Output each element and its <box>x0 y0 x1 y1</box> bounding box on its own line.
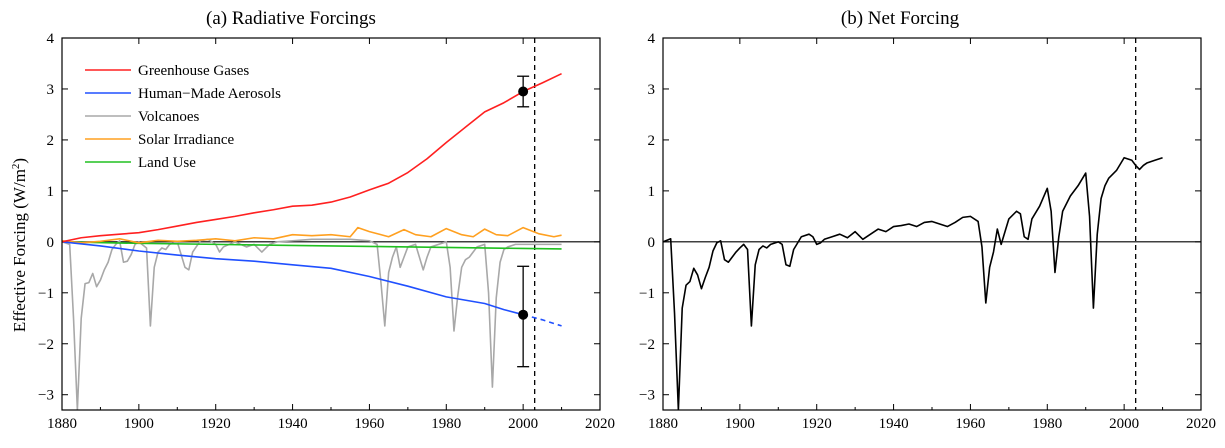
panel-a-series-human-made-aerosols <box>62 241 524 316</box>
panel-b-ytick-label: 3 <box>648 82 656 98</box>
panel-a-series-greenhouse-gases <box>62 72 562 243</box>
panel-net-forcing: (b) Net Forcing 1880 1900 1920 1940 1960 1980… <box>639 8 1216 432</box>
panel-b-ytick-label: 4 <box>648 31 656 47</box>
panel-a-series-human-made-aerosols-projection <box>522 313 562 327</box>
panel-b-xtick-label: 1920 <box>802 416 832 432</box>
panel-a-ytick-label: 0 <box>47 235 55 251</box>
legend-label-land-use: Land Use <box>138 155 196 171</box>
panel-b-series-net-forcing <box>663 156 1163 410</box>
panel-a-ytick-label: 2 <box>47 133 55 149</box>
panel-a-xtick-label: 1940 <box>278 416 308 432</box>
panel-b-xtick-label: 2000 <box>1109 416 1139 432</box>
panel-a-ytick-label: −2 <box>38 337 54 353</box>
legend-label-solar-irradiance: Solar Irradiance <box>138 132 235 148</box>
panel-b-ytick-label: −1 <box>639 286 655 302</box>
panel-a-ytick-label: 3 <box>47 82 55 98</box>
panel-b-xtick-label: 2020 <box>1186 416 1216 432</box>
panel-b-plot-area: 1880 1900 1920 1940 1960 1980 2000 2020 −3 −2 −1 0 1… <box>639 31 1216 432</box>
panel-a-xtick-label: 1920 <box>201 416 231 432</box>
panel-a-ytick-label: −1 <box>38 286 54 302</box>
panel-a-frame <box>61 37 601 411</box>
panel-a-xtick-label: 2000 <box>508 416 538 432</box>
panel-b-ytick-label: 2 <box>648 133 656 149</box>
panel-a-plot-area: 1880 1900 1920 1940 1960 1980 2000 2020 −3 −2 −1 0 1… <box>38 31 615 432</box>
panel-b-xtick-label: 1960 <box>955 416 985 432</box>
panel-a-ytick-label: −3 <box>38 388 54 404</box>
panel-a-ytick-label: 4 <box>47 31 55 47</box>
panel-a-xtick-label: 1880 <box>47 416 77 432</box>
panel-b-ytick-label: −2 <box>639 337 655 353</box>
panel-a-error-bar-point <box>518 309 529 320</box>
legend-label-human-made-aerosols: Human−Made Aerosols <box>138 86 281 102</box>
panel-b-xtick-label: 1980 <box>1032 416 1062 432</box>
panel-b-xtick-label: 1900 <box>725 416 755 432</box>
panel-b-ytick-label: 1 <box>648 184 656 200</box>
panel-a-ytick-label: 1 <box>47 184 55 200</box>
panel-b-xtick-label: 1940 <box>879 416 909 432</box>
panel-b-ytick-label: 0 <box>648 235 656 251</box>
panel-radiative-forcings: (a) Radiative Forcings Effective Forcing… <box>10 8 615 432</box>
legend-label-greenhouse-gases: Greenhouse Gases <box>138 63 249 79</box>
panel-b-ytick-label: −3 <box>639 388 655 404</box>
panel-a-series-land-use <box>62 241 562 250</box>
panel-b-title: (b) Net Forcing <box>841 8 960 29</box>
panel-a-ylabel: Effective Forcing (W/m2) <box>10 158 29 332</box>
panel-a-xtick-label: 1960 <box>354 416 384 432</box>
panel-a-series-solar-irradiance <box>62 226 562 244</box>
panel-b-frame <box>662 37 1202 411</box>
panel-a-error-bar-point <box>518 86 529 97</box>
panel-a-xtick-label: 2020 <box>585 416 615 432</box>
panel-a-xtick-label: 1900 <box>124 416 154 432</box>
panel-a-legend: Greenhouse Gases Human−Made Aerosols Volca… <box>85 63 281 171</box>
panel-a-xtick-label: 1980 <box>431 416 461 432</box>
panel-a-series-volcanoes <box>62 238 562 410</box>
legend-label-volcanoes: Volcanoes <box>138 109 200 125</box>
panel-b-xtick-label: 1880 <box>648 416 678 432</box>
panel-a-title: (a) Radiative Forcings <box>206 8 376 29</box>
